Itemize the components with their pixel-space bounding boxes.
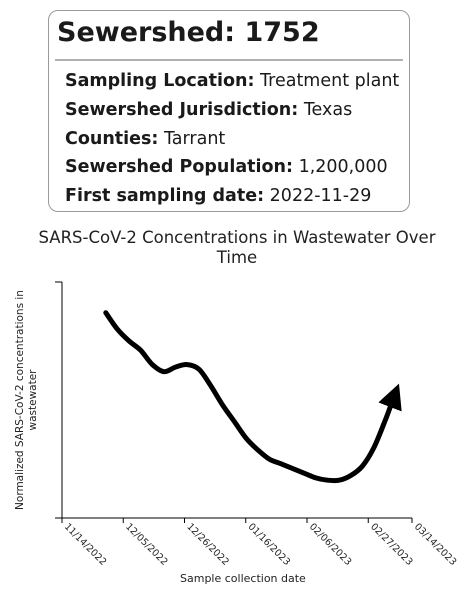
info-label: Sewershed Population: [65, 157, 293, 178]
sewershed-details: Sampling Location: Treatment plant Sewer… [65, 67, 399, 211]
info-label: Counties: [65, 128, 159, 149]
x-tick-label: 11/14/2022 [62, 521, 109, 568]
x-axis-ticks: 11/14/2022 12/05/2022 12/26/2022 01/16/2023… [61, 518, 459, 568]
info-label: Sewershed Jurisdiction: [65, 99, 299, 120]
info-value: Treatment plant [260, 71, 400, 91]
chart-title: SARS-CoV-2 Concentrations in Wastewater … [0, 228, 474, 268]
x-axis-label: Sample collection date [180, 572, 306, 585]
chart-title-line-1: SARS-CoV-2 Concentrations in Wastewater … [38, 228, 436, 247]
info-row-counties: Counties: Tarrant [65, 125, 399, 154]
x-tick-label: 02/27/2023 [368, 521, 415, 568]
info-row-first-sampling-date: First sampling date: 2022-11-29 [65, 182, 399, 211]
sewershed-info-card: Sewershed: 1752 Sampling Location: Treat… [48, 10, 410, 212]
card-divider [55, 59, 403, 61]
y-axis-label-line-1: Normalized SARS-CoV-2 concentrations in [14, 290, 26, 510]
x-tick-label: 01/16/2023 [246, 521, 293, 568]
sewershed-title: Sewershed: 1752 [57, 17, 320, 48]
info-value: 2022-11-29 [269, 186, 372, 207]
series-line [103, 310, 402, 484]
info-row-sampling-location: Sampling Location: Treatment plant [65, 67, 399, 96]
x-tick-label: 12/05/2022 [123, 521, 170, 568]
info-row-population: Sewershed Population: 1,200,000 [65, 153, 399, 182]
x-tick-label: 02/06/2023 [307, 521, 354, 568]
x-tick-label: 03/14/2023 [412, 521, 459, 568]
info-value: Texas [303, 99, 353, 120]
info-label: Sampling Location: [65, 71, 255, 91]
y-axis-label-line-2: wastewater [27, 369, 39, 431]
info-row-jurisdiction: Sewershed Jurisdiction: Texas [65, 96, 399, 125]
info-value: Tarrant [164, 128, 226, 149]
info-value: 1,200,000 [298, 157, 388, 178]
x-tick-label: 12/26/2022 [184, 521, 231, 568]
chart-title-line-2: Time [216, 248, 258, 267]
info-label: First sampling date: [65, 186, 265, 207]
